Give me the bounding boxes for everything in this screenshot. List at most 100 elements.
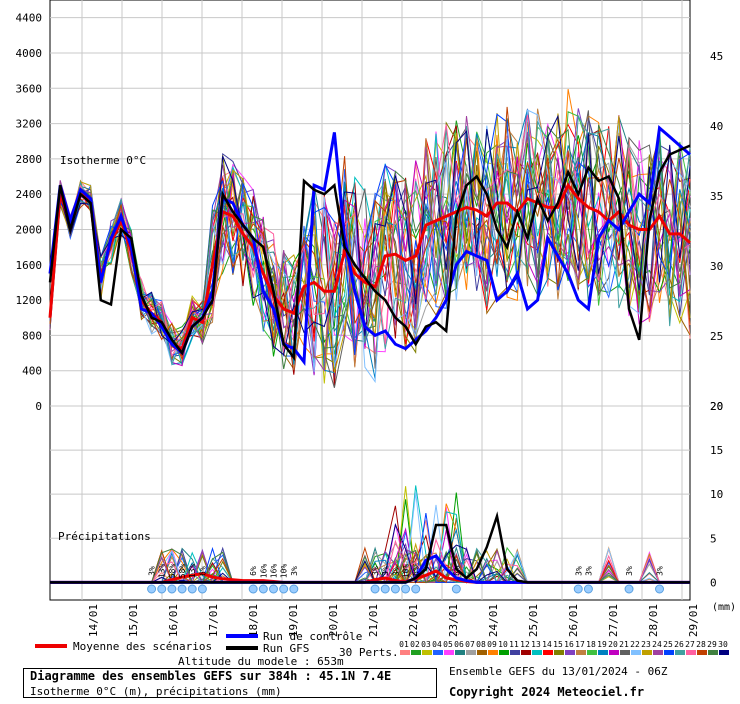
perturbations-label: 30 Perts. xyxy=(339,646,399,659)
info-box xyxy=(23,668,437,698)
perturbation-key-swatch xyxy=(477,650,487,655)
perturbation-key-label: 15 xyxy=(553,640,563,649)
perturbation-key-swatch xyxy=(631,650,641,655)
gfs-precip-line xyxy=(50,511,690,584)
left-tick-label: 3600 xyxy=(16,82,43,95)
snowflake-icon xyxy=(390,584,400,594)
snowflake-icon xyxy=(573,584,583,594)
perturbation-key-label: 05 xyxy=(443,640,453,649)
perturbation-key-label: 08 xyxy=(476,640,486,649)
perturbation-key-swatch xyxy=(609,650,619,655)
perturbation-key-label: 30 xyxy=(718,640,728,649)
snow-probability-label: 3% xyxy=(290,566,299,576)
snowflake-icon xyxy=(289,584,299,594)
snow-probability-label: 16% xyxy=(259,564,268,579)
snow-probability-label: 6% xyxy=(412,566,421,576)
snow-probability-label: 10% xyxy=(280,564,289,579)
left-tick-label: 800 xyxy=(22,329,42,342)
perturbation-key-swatch xyxy=(587,650,597,655)
perturbation-line xyxy=(49,121,691,364)
perturbation-key-swatch xyxy=(400,650,410,655)
perturbation-key-swatch xyxy=(521,650,531,655)
perturbation-key-swatch xyxy=(466,650,476,655)
lower-panel-label: Précipitations xyxy=(58,530,151,543)
x-tick-label: 27/01 xyxy=(607,604,620,637)
perturbation-key-swatch xyxy=(598,650,608,655)
x-tick-label: 22/01 xyxy=(407,604,420,637)
snowflake-icon xyxy=(451,584,461,594)
perturbation-key-swatch xyxy=(444,650,454,655)
x-tick-label: 26/01 xyxy=(567,604,580,637)
perturbation-line xyxy=(49,124,691,370)
left-tick-label: 2800 xyxy=(16,153,43,166)
perturbation-key-swatch xyxy=(433,650,443,655)
snowflake-icon xyxy=(624,584,634,594)
left-tick-label: 4000 xyxy=(16,47,43,60)
perturbation-key-label: 11 xyxy=(509,640,519,649)
x-tick-label: 16/01 xyxy=(167,604,180,637)
perturbation-key-label: 03 xyxy=(421,640,431,649)
perturbation-key-label: 14 xyxy=(542,640,552,649)
perturbation-line xyxy=(49,106,691,360)
x-tick-label: 15/01 xyxy=(127,604,140,637)
left-tick-label: 3200 xyxy=(16,118,43,131)
right-tick-label-upper: 25 xyxy=(710,330,723,343)
snowflake-icon xyxy=(411,584,421,594)
altitude-label: Altitude du modele : 653m xyxy=(178,655,344,668)
snow-probability-label: 3% xyxy=(656,566,665,576)
right-tick-label-lower: 5 xyxy=(710,532,717,545)
right-tick-label-upper: 45 xyxy=(710,50,723,63)
snow-probability-label: 6% xyxy=(249,566,258,576)
snowflake-icon xyxy=(147,584,157,594)
snow-probability-label: 3% xyxy=(371,566,380,576)
perturbation-key-label: 19 xyxy=(597,640,607,649)
snow-probability-label: 3% xyxy=(148,566,157,576)
snow-probability-label: 3% xyxy=(584,566,593,576)
perturbation-key-label: 13 xyxy=(531,640,541,649)
snowflake-icon xyxy=(655,584,665,594)
snow-probability-label: 10% xyxy=(402,564,411,579)
perturbation-key-label: 26 xyxy=(674,640,684,649)
x-tick-label: 29/01 xyxy=(687,604,700,637)
x-tick-label: 18/01 xyxy=(247,604,260,637)
perturbation-key-swatch xyxy=(554,650,564,655)
snowflake-icon xyxy=(187,584,197,594)
x-tick-label: 23/01 xyxy=(447,604,460,637)
perturbation-key-label: 09 xyxy=(487,640,497,649)
perturbation-key-label: 16 xyxy=(564,640,574,649)
perturbation-key-label: 17 xyxy=(575,640,585,649)
snow-probability-label: 58% xyxy=(168,564,177,579)
copyright: Copyright 2024 Meteociel.fr xyxy=(449,685,645,699)
perturbation-key-swatch xyxy=(675,650,685,655)
snowflake-icon xyxy=(248,584,258,594)
snow-probability-label: 3% xyxy=(381,566,390,576)
perturbation-key-swatch xyxy=(499,650,509,655)
right-tick-label-lower: 20 xyxy=(710,400,723,413)
perturbation-key-swatch xyxy=(455,650,465,655)
snow-probability-label: 58% xyxy=(178,564,187,579)
perturbation-key-label: 24 xyxy=(652,640,662,649)
snowflake-icon xyxy=(380,584,390,594)
perturbation-key-swatch xyxy=(620,650,630,655)
perturbation-key-swatch xyxy=(510,650,520,655)
perturbation-key-label: 01 xyxy=(399,640,409,649)
x-tick-label: 25/01 xyxy=(527,604,540,637)
perturbation-key-label: 27 xyxy=(685,640,695,649)
left-tick-label: 1600 xyxy=(16,259,43,272)
perturbation-key-swatch xyxy=(664,650,674,655)
perturbation-key-swatch xyxy=(411,650,421,655)
perturbation-key-label: 28 xyxy=(696,640,706,649)
snowflake-icon xyxy=(583,584,593,594)
perturbation-key-label: 06 xyxy=(454,640,464,649)
snowflake-icon xyxy=(197,584,207,594)
right-tick-label-upper: 30 xyxy=(710,260,723,273)
snowflake-icon xyxy=(177,584,187,594)
perturbation-key-swatch xyxy=(653,650,663,655)
perturbation-key-label: 12 xyxy=(520,640,530,649)
perturbation-key-label: 20 xyxy=(608,640,618,649)
perturbation-key-swatch xyxy=(565,650,575,655)
right-tick-label-lower: 0 xyxy=(710,576,717,589)
perturbation-key-label: 25 xyxy=(663,640,673,649)
x-tick-label: 17/01 xyxy=(207,604,220,637)
